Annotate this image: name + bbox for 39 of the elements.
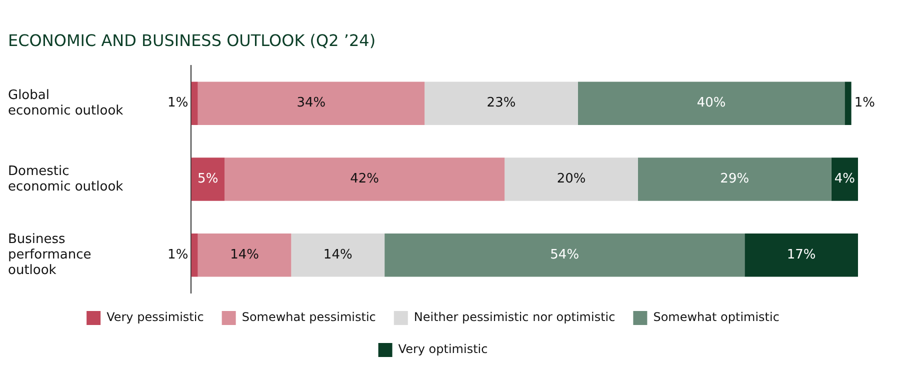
bar: [424, 82, 578, 125]
legend-label: Neither pessimistic nor optimistic: [414, 310, 616, 324]
data-label: 1%: [168, 96, 188, 111]
bar: [831, 158, 858, 201]
bar: [191, 233, 198, 277]
data-label: 34%: [296, 96, 326, 111]
legend-label: Somewhat pessimistic: [242, 310, 376, 324]
bar: [578, 82, 845, 125]
data-label: 17%: [786, 247, 816, 262]
bar: [744, 233, 858, 277]
bar: [384, 233, 745, 277]
bar: [198, 82, 425, 125]
data-label: 1%: [854, 96, 875, 111]
data-label: 1%: [168, 247, 188, 262]
data-label: 5%: [198, 172, 218, 187]
bar: [291, 233, 385, 277]
data-label: 4%: [834, 172, 855, 187]
data-label: 42%: [350, 172, 380, 187]
bar: [224, 158, 505, 201]
bar: [191, 82, 198, 125]
data-label: 23%: [486, 96, 516, 111]
bar: [844, 82, 852, 125]
chart-title: ECONOMIC AND BUSINESS OUTLOOK (Q2 ’24): [8, 30, 376, 50]
bar: [191, 158, 225, 201]
bar: [198, 233, 292, 277]
legend-label: Very pessimistic: [106, 310, 204, 324]
data-label: 54%: [550, 247, 580, 262]
bar: [638, 158, 832, 201]
y-tick-label: Global economic outlook: [8, 88, 124, 119]
legend-label: Very optimistic: [398, 342, 488, 356]
data-label: 20%: [556, 172, 586, 187]
legend-label: Somewhat optimistic: [653, 310, 780, 324]
y-tick-label: Domestic economic outlook: [8, 164, 124, 194]
data-label: 14%: [230, 247, 259, 262]
data-label: 40%: [696, 96, 726, 111]
data-label: 29%: [720, 172, 750, 187]
y-tick-label: Business performance outlook: [8, 232, 92, 278]
bar: [504, 158, 638, 201]
data-label: 14%: [323, 247, 352, 262]
